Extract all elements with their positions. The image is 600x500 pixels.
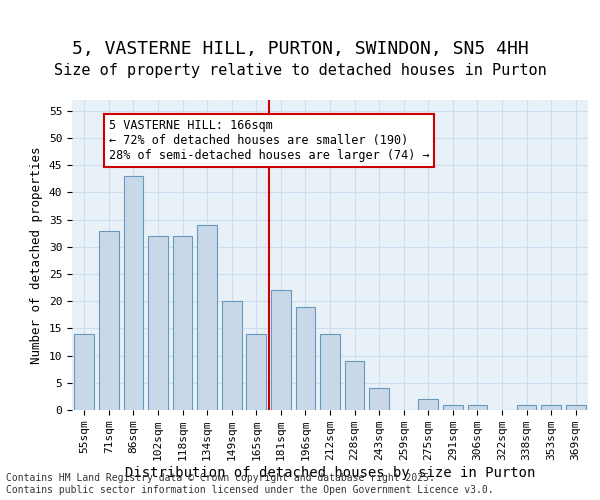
- Bar: [271, 290, 290, 410]
- Bar: [517, 404, 536, 410]
- Bar: [197, 225, 217, 410]
- Text: Contains HM Land Registry data © Crown copyright and database right 2025.
Contai: Contains HM Land Registry data © Crown c…: [6, 474, 494, 495]
- Bar: [247, 334, 266, 410]
- Bar: [418, 399, 438, 410]
- Bar: [173, 236, 193, 410]
- Bar: [222, 301, 242, 410]
- Bar: [99, 230, 119, 410]
- X-axis label: Distribution of detached houses by size in Purton: Distribution of detached houses by size …: [125, 466, 535, 480]
- Bar: [566, 404, 586, 410]
- Text: 5 VASTERNE HILL: 166sqm
← 72% of detached houses are smaller (190)
28% of semi-d: 5 VASTERNE HILL: 166sqm ← 72% of detache…: [109, 119, 430, 162]
- Bar: [370, 388, 389, 410]
- Y-axis label: Number of detached properties: Number of detached properties: [30, 146, 43, 364]
- Bar: [443, 404, 463, 410]
- Bar: [345, 361, 364, 410]
- Bar: [296, 306, 315, 410]
- Bar: [467, 404, 487, 410]
- Bar: [320, 334, 340, 410]
- Bar: [74, 334, 94, 410]
- Bar: [124, 176, 143, 410]
- Bar: [148, 236, 168, 410]
- Text: Size of property relative to detached houses in Purton: Size of property relative to detached ho…: [53, 62, 547, 78]
- Bar: [541, 404, 561, 410]
- Text: 5, VASTERNE HILL, PURTON, SWINDON, SN5 4HH: 5, VASTERNE HILL, PURTON, SWINDON, SN5 4…: [71, 40, 529, 58]
